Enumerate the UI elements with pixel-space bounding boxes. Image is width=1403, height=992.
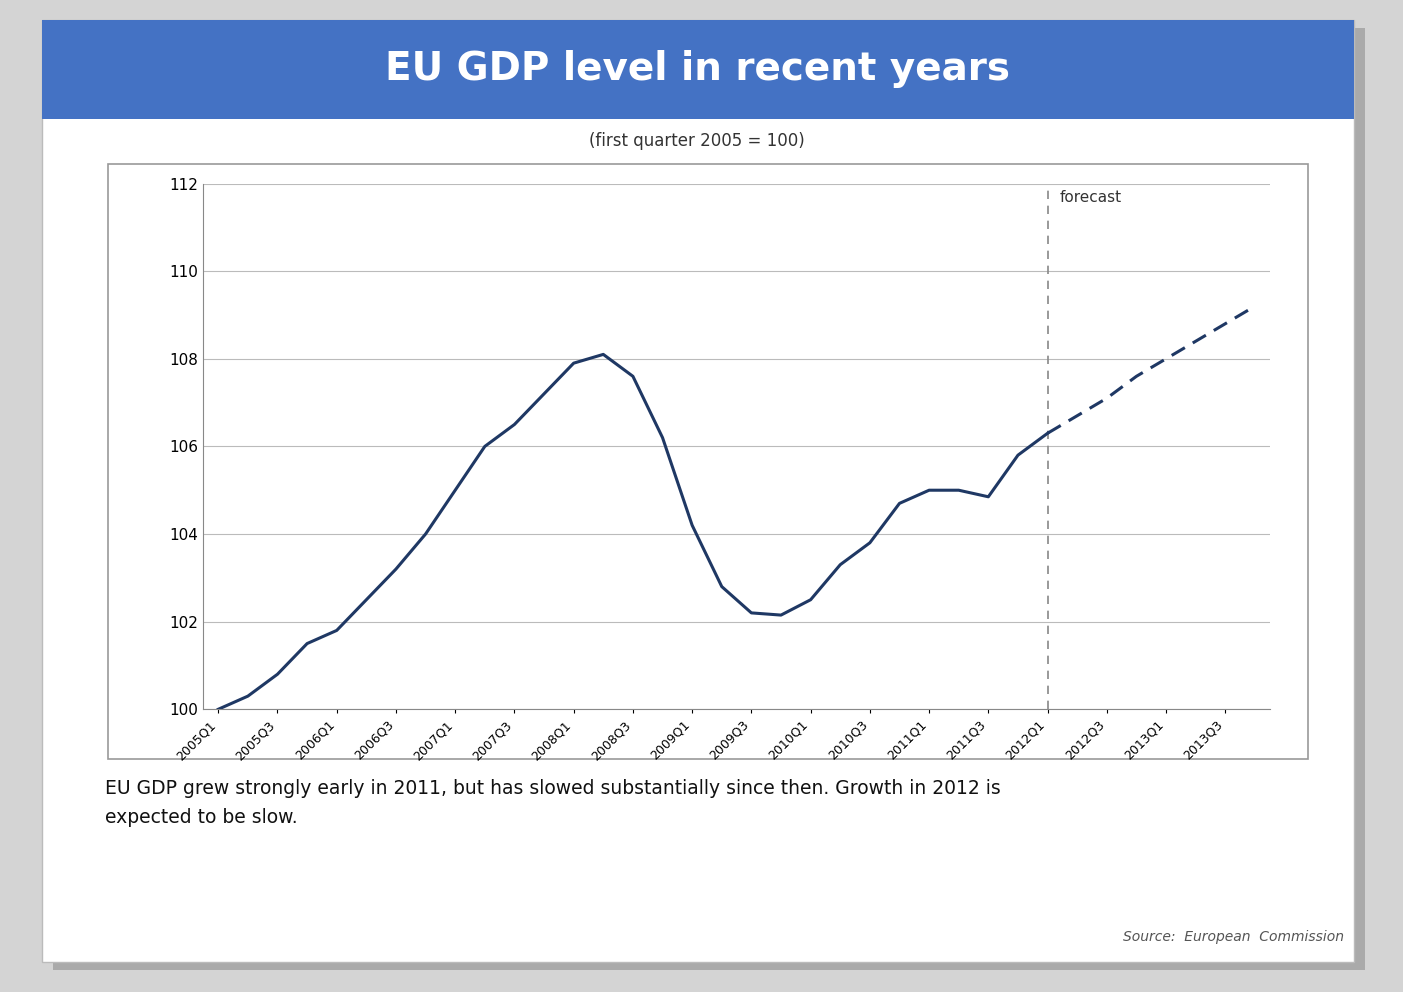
Text: (first quarter 2005 = 100): (first quarter 2005 = 100) bbox=[589, 132, 805, 150]
Text: forecast: forecast bbox=[1059, 190, 1121, 205]
Text: Source:  European  Commission: Source: European Commission bbox=[1122, 930, 1344, 944]
Text: EU GDP grew strongly early in 2011, but has slowed substantially since then. Gro: EU GDP grew strongly early in 2011, but … bbox=[105, 779, 1000, 827]
Text: EU GDP level in recent years: EU GDP level in recent years bbox=[384, 51, 1010, 88]
